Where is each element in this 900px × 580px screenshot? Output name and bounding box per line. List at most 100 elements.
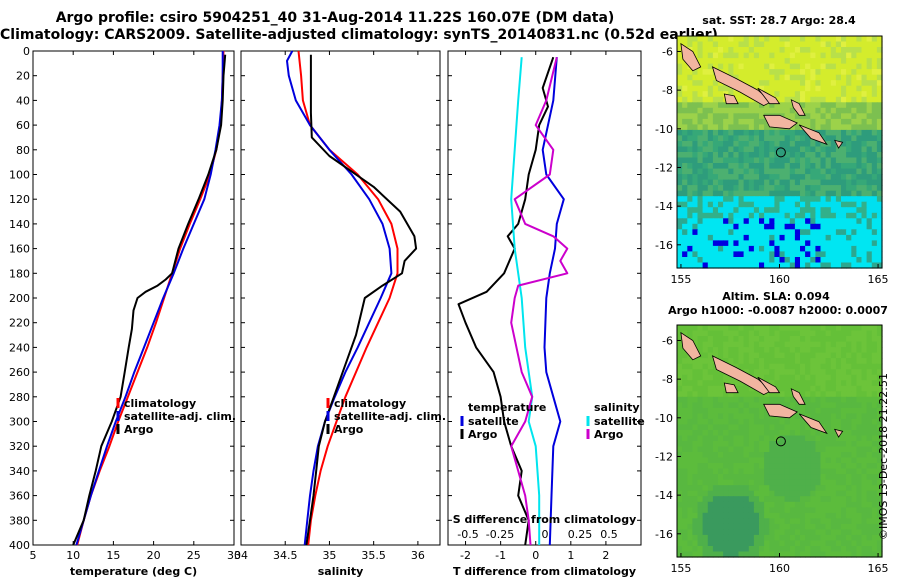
sst-cell: [835, 174, 842, 181]
sla-cell: [733, 363, 740, 370]
sal-xtick-label: 34.5: [273, 549, 298, 562]
sla-cell: [728, 352, 734, 359]
sla-cell: [794, 452, 801, 459]
sla-cell: [707, 352, 714, 359]
sla-cell: [835, 347, 842, 354]
sla-cell: [851, 523, 857, 530]
sla-cell: [728, 396, 734, 403]
diff-top-tick-label: 0.5: [600, 528, 618, 541]
sla-cell: [718, 430, 724, 437]
sla-cell: [866, 352, 873, 359]
sla-cell: [871, 474, 878, 481]
sla-cell: [728, 546, 734, 553]
sst-cell: [815, 58, 822, 65]
sla-cell: [800, 430, 806, 437]
sla-cell: [728, 463, 734, 470]
sst-cell: [861, 201, 868, 208]
sla-cell: [743, 341, 750, 348]
sla-cell: [789, 424, 796, 431]
sla-cell: [866, 413, 873, 420]
sla-cell: [835, 380, 842, 387]
sst-cell: [682, 168, 688, 175]
sla-cell: [830, 352, 837, 359]
sst-cell: [861, 52, 868, 59]
sla-cell: [779, 374, 786, 381]
sla-cell: [774, 347, 781, 354]
sst-cell: [825, 124, 832, 131]
sla-cell: [805, 385, 811, 392]
sst-cell: [789, 113, 796, 120]
sla-cell: [702, 540, 709, 547]
sst-cell: [866, 80, 873, 87]
sla-cell: [815, 512, 822, 519]
sla-cell: [856, 457, 863, 464]
sst-cell: [800, 174, 806, 181]
sst-cell: [697, 124, 704, 131]
sla-cell: [733, 485, 740, 492]
sla-cell: [861, 479, 868, 486]
sla-cell: [682, 358, 688, 365]
sla-cell: [748, 540, 755, 547]
temp-xlabel: temperature (deg C): [70, 565, 197, 578]
sst-cell: [876, 179, 883, 186]
sla-cell: [743, 540, 750, 547]
sst-cell: [820, 118, 827, 125]
sst-cell: [687, 234, 693, 241]
sla-cell: [707, 463, 714, 470]
figure-title-line2: Climatology: CARS2009. Satellite-adjuste…: [0, 27, 718, 43]
sst-cell: [774, 47, 781, 54]
sla-cell: [825, 452, 832, 459]
sla-cell: [748, 413, 755, 420]
sla-cell: [712, 523, 719, 530]
sst-cell: [851, 196, 857, 203]
sla-cell: [707, 540, 714, 547]
sla-cell: [687, 452, 693, 459]
sst-cell: [851, 218, 857, 225]
sst-cell: [764, 234, 770, 241]
sla-cell: [723, 479, 729, 486]
sla-cell: [682, 496, 688, 503]
sst-cell: [748, 207, 755, 214]
sst-cell: [733, 41, 740, 48]
sla-cell: [753, 446, 760, 453]
sla-cell: [810, 546, 816, 553]
sla-cell: [825, 407, 832, 414]
sst-cell: [789, 124, 796, 131]
sst-cell: [820, 47, 827, 54]
sst-cell: [851, 41, 857, 48]
sst-cell: [738, 152, 745, 159]
sst-cell: [794, 113, 801, 120]
sst-cell: [835, 107, 842, 114]
sst-cell: [764, 223, 770, 230]
sst-cell: [702, 201, 709, 208]
sst-cell: [779, 41, 786, 48]
sla-cell: [753, 358, 760, 365]
sla-cell: [697, 507, 704, 514]
sst-cell: [784, 262, 791, 269]
sst-cell: [723, 58, 729, 65]
sst-cell: [861, 146, 868, 153]
sla-cell: [866, 369, 873, 376]
sla-cell: [856, 479, 863, 486]
sst-cell: [861, 69, 868, 76]
sla-cell: [753, 413, 760, 420]
sst-cell: [800, 245, 806, 252]
sla-cell: [789, 341, 796, 348]
sla-cell: [815, 363, 822, 370]
sla-cell: [830, 496, 837, 503]
sst-cell: [800, 69, 806, 76]
sla-cell: [830, 336, 837, 343]
sst-cell: [846, 58, 852, 65]
sla-cell: [712, 534, 719, 541]
sla-cell: [702, 336, 709, 343]
sst-cell: [712, 168, 719, 175]
sst-cell: [835, 85, 842, 92]
sla-cell: [861, 490, 868, 497]
sla-cell: [728, 452, 734, 459]
sst-cell: [738, 113, 745, 120]
sla-cell: [851, 424, 857, 431]
sla-cell: [835, 396, 842, 403]
sst-cell: [810, 168, 816, 175]
sst-cell: [774, 91, 781, 98]
sst-cell: [759, 124, 765, 131]
